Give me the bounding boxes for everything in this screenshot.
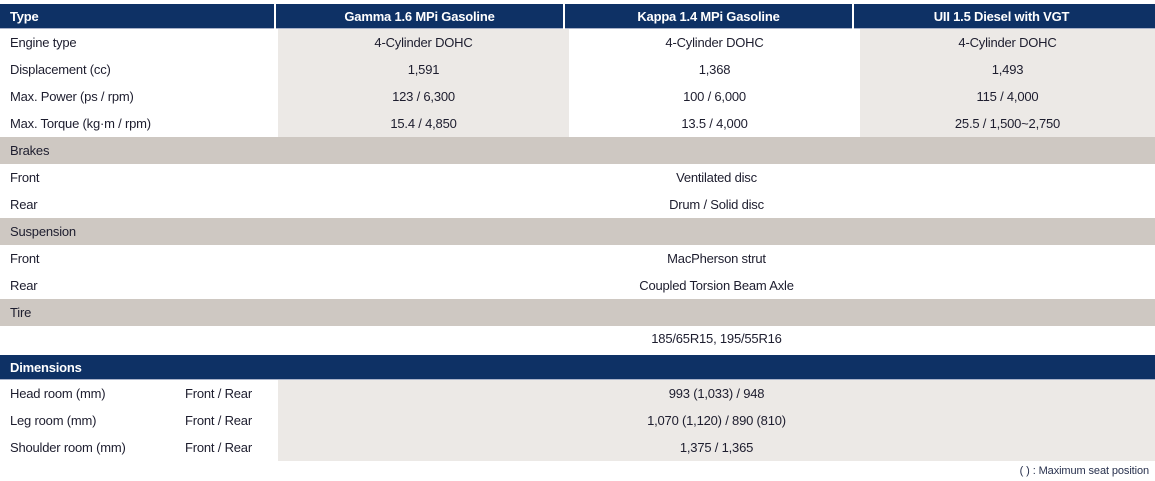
spacer [0, 350, 1155, 355]
table-row: Front MacPherson strut [0, 245, 1155, 272]
cell-value: 13.5 / 4,000 [569, 110, 860, 137]
footnote-max-seat-position: ( ) : Maximum seat position [1019, 465, 1149, 477]
section-header-suspension: Suspension [0, 218, 1155, 245]
cell-value: Ventilated disc [278, 164, 1155, 191]
row-sublabel: Front / Rear [160, 407, 278, 434]
row-label: Shoulder room (mm) [0, 434, 160, 461]
row-label: Rear [0, 191, 278, 218]
cell-value: 4-Cylinder DOHC [569, 29, 860, 56]
table-row: Displacement (cc) 1,591 1,368 1,493 [0, 56, 1155, 83]
row-label: Front [0, 245, 278, 272]
cell-value: 185/65R15, 195/55R16 [278, 326, 1155, 350]
row-label: Max. Torque (kg·m / rpm) [0, 110, 278, 137]
table-row: Head room (mm) Front / Rear 993 (1,033) … [0, 380, 1155, 407]
row-sublabel: Front / Rear [160, 380, 278, 407]
spec-table-header-row: Type Gamma 1.6 MPi Gasoline Kappa 1.4 MP… [0, 4, 1155, 29]
column-header-uii: UII 1.5 Diesel with VGT [933, 9, 1070, 24]
cell-value: Drum / Solid disc [278, 191, 1155, 218]
cell-value: 1,368 [569, 56, 860, 83]
table-row: Max. Torque (kg·m / rpm) 15.4 / 4,850 13… [0, 110, 1155, 137]
row-label [0, 326, 278, 350]
section-header-brakes: Brakes [0, 137, 1155, 164]
cell-value: 123 / 6,300 [278, 83, 569, 110]
column-header-gamma: Gamma 1.6 MPi Gasoline [276, 4, 565, 29]
row-label: Rear [0, 272, 278, 299]
table-row: 185/65R15, 195/55R16 [0, 326, 1155, 350]
section-header-tire: Tire [0, 299, 1155, 326]
table-row: Max. Power (ps / rpm) 123 / 6,300 100 / … [0, 83, 1155, 110]
cell-value: Coupled Torsion Beam Axle [278, 272, 1155, 299]
row-label: Engine type [0, 29, 278, 56]
column-header-type: Type [0, 4, 276, 29]
cell-value: 115 / 4,000 [860, 83, 1155, 110]
table-row: Shoulder room (mm) Front / Rear 1,375 / … [0, 434, 1155, 461]
table-row: Leg room (mm) Front / Rear 1,070 (1,120)… [0, 407, 1155, 434]
row-label: Displacement (cc) [0, 56, 278, 83]
cell-value: 4-Cylinder DOHC [278, 29, 569, 56]
table-row: Rear Drum / Solid disc [0, 191, 1155, 218]
cell-value: 4-Cylinder DOHC [860, 29, 1155, 56]
cell-value: MacPherson strut [278, 245, 1155, 272]
table-row: Rear Coupled Torsion Beam Axle [0, 272, 1155, 299]
table-row: Engine type 4-Cylinder DOHC 4-Cylinder D… [0, 29, 1155, 56]
row-label: Leg room (mm) [0, 407, 160, 434]
section-header-dimensions: Dimensions [0, 355, 1155, 380]
cell-value: 1,070 (1,120) / 890 (810) [278, 407, 1155, 434]
cell-value: 993 (1,033) / 948 [278, 380, 1155, 407]
cell-value: 25.5 / 1,500~2,750 [860, 110, 1155, 137]
row-label: Head room (mm) [0, 380, 160, 407]
cell-value: 1,375 / 1,365 [278, 434, 1155, 461]
row-sublabel: Front / Rear [160, 434, 278, 461]
column-header-kappa: Kappa 1.4 MPi Gasoline [565, 4, 854, 29]
row-label: Front [0, 164, 278, 191]
cell-value: 15.4 / 4,850 [278, 110, 569, 137]
table-row: Front Ventilated disc [0, 164, 1155, 191]
cell-value: 100 / 6,000 [569, 83, 860, 110]
cell-value: 1,493 [860, 56, 1155, 83]
row-label: Max. Power (ps / rpm) [0, 83, 278, 110]
cell-value: 1,591 [278, 56, 569, 83]
